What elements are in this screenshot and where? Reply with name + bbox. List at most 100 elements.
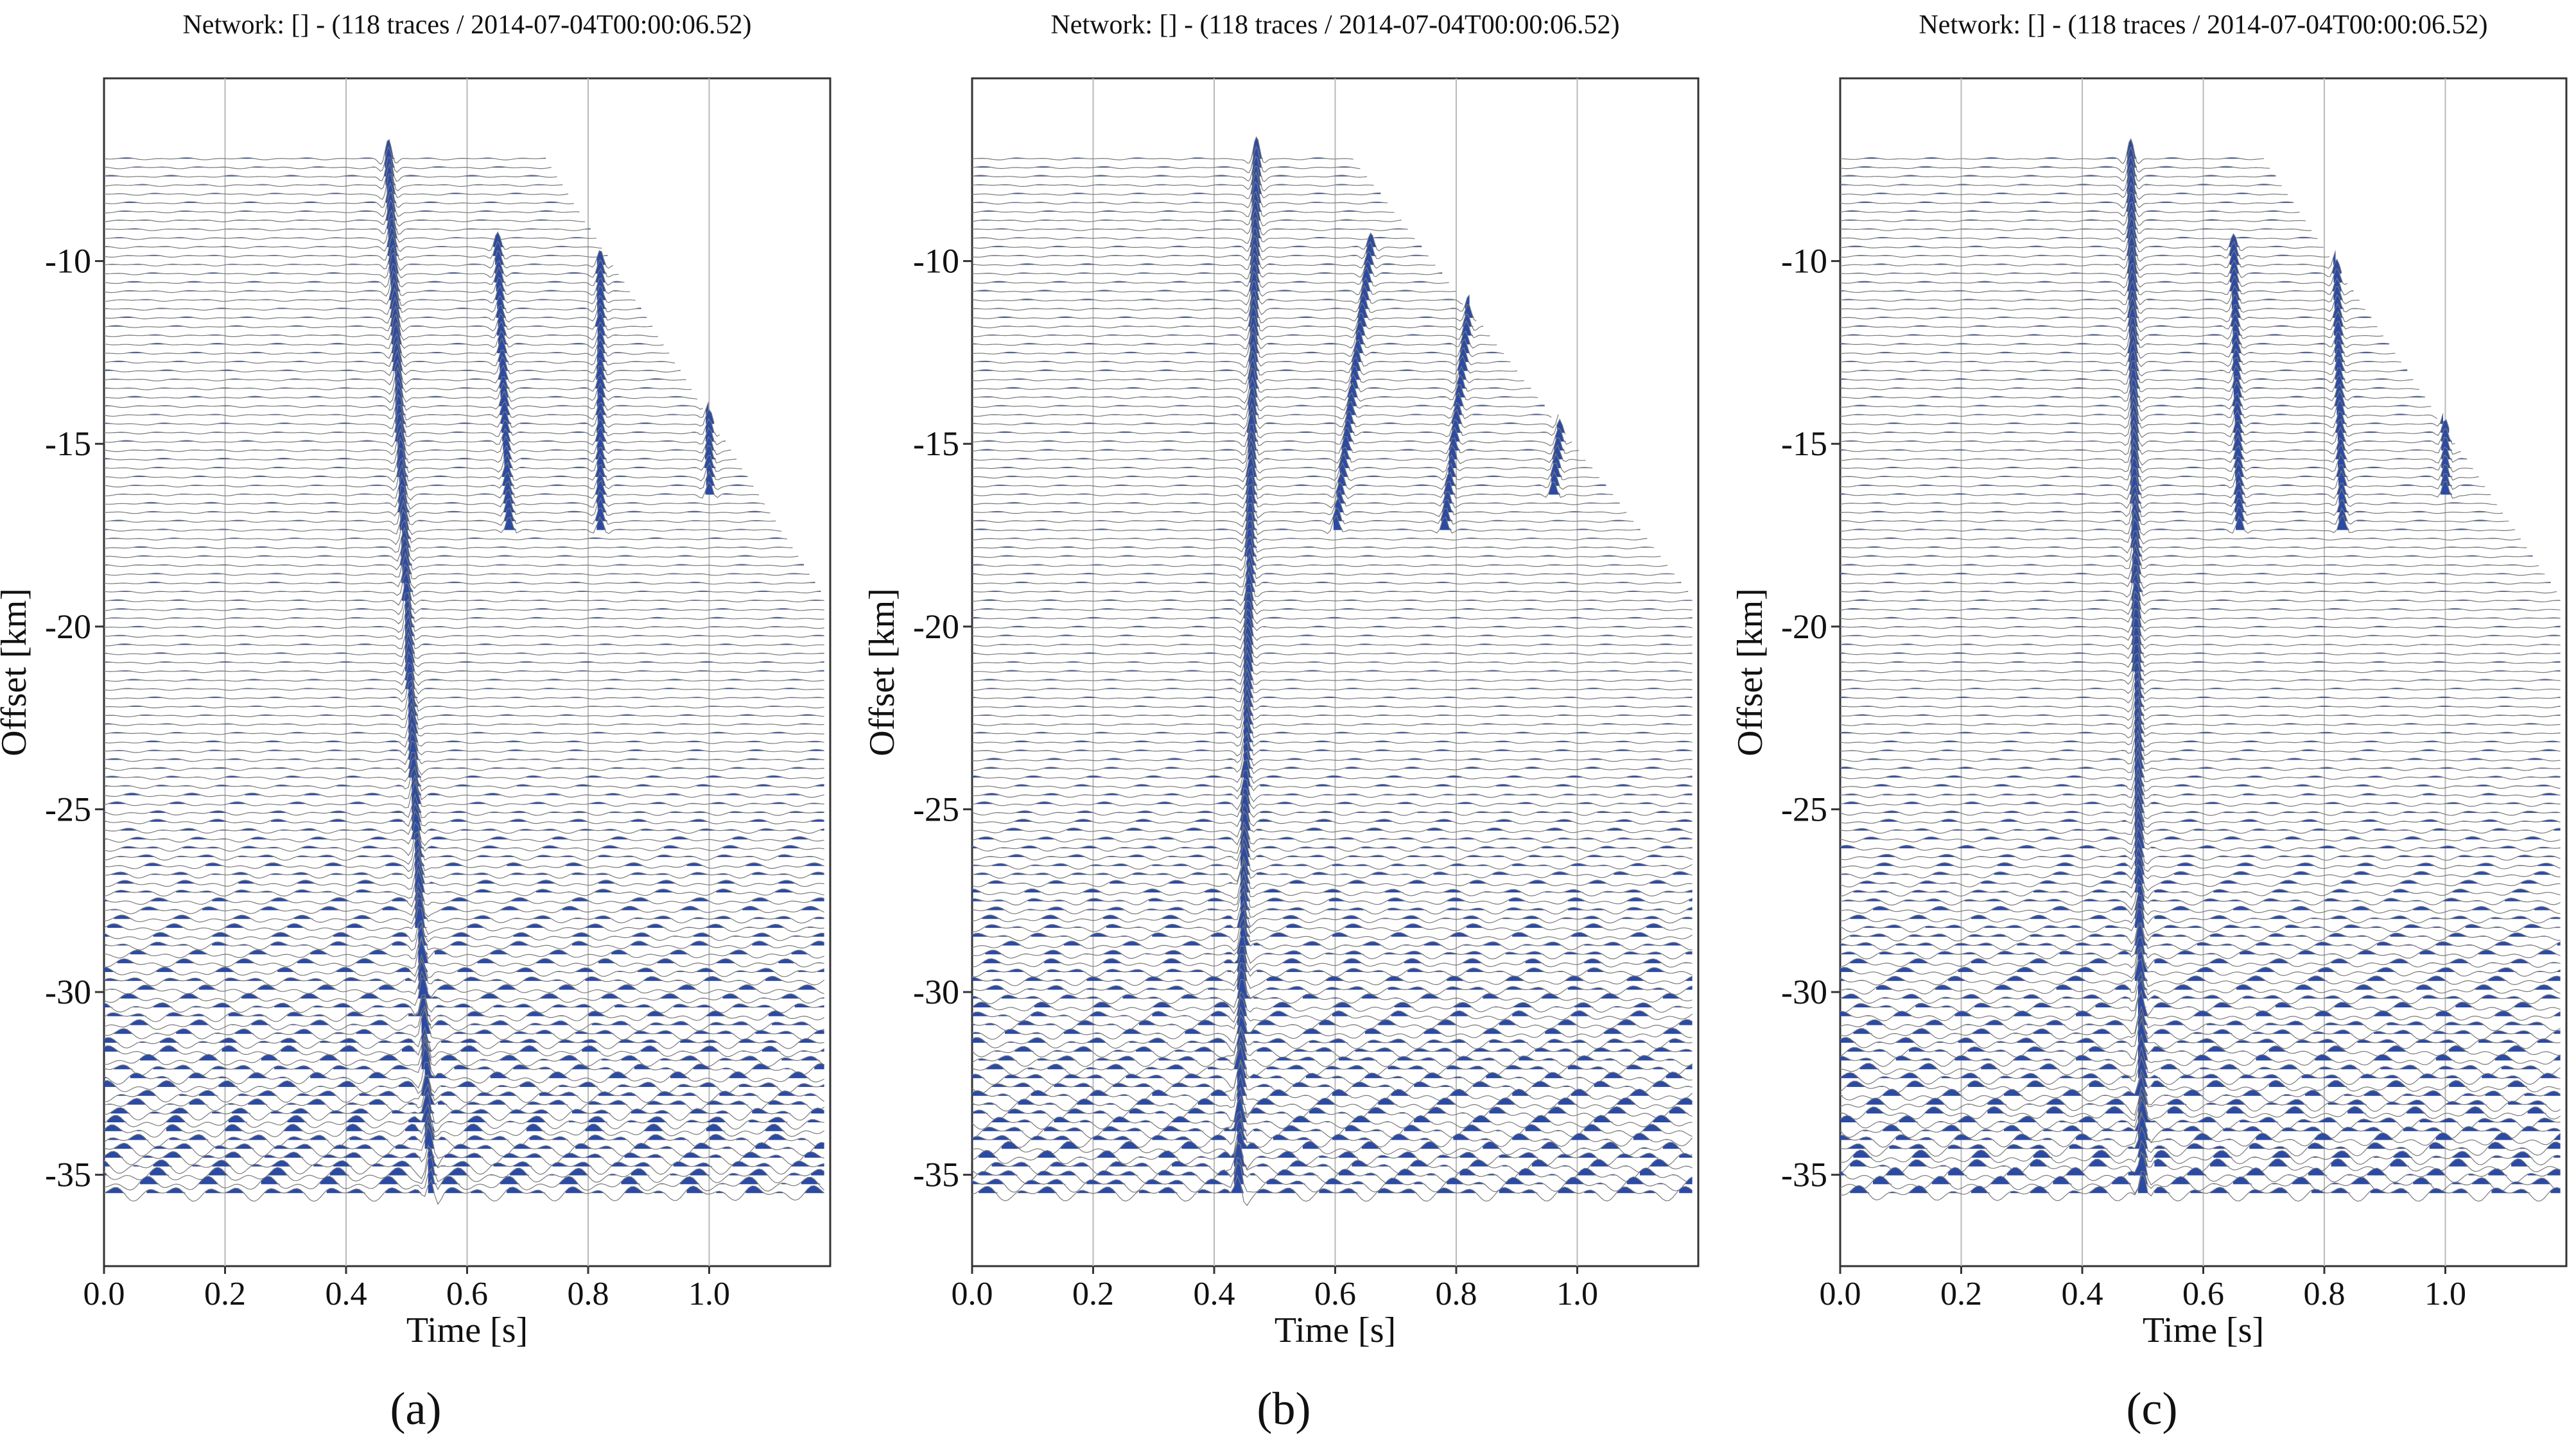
trace-line [1840,491,2503,518]
trace-fill [1840,1075,2561,1096]
trace-line [1840,817,2561,846]
trace-line [103,1005,824,1032]
trace-line [1840,627,2561,650]
trace-line [103,544,805,571]
trace-line [103,244,614,271]
trace-line [971,528,1654,553]
trace-fill [982,901,1693,919]
trace-line [103,1083,825,1112]
trace-line [103,182,574,208]
panel-label: (c) [2127,1383,2178,1434]
trace-line [103,191,580,218]
trace-fill [972,1161,1693,1185]
trace-line [104,217,596,245]
trace-fill [992,465,1606,486]
trace-line [1840,191,2300,218]
trace-line [971,519,1648,544]
trace-line [972,667,1693,693]
trace-fill [972,1060,1686,1079]
trace-line [971,945,1693,971]
trace-line [1840,368,2419,394]
trace-line [103,437,737,464]
trace-line [1840,360,2414,385]
trace-line [1840,703,2561,730]
trace-fill [104,920,824,937]
y-axis-label: Offset [km] [0,588,34,756]
trace-line [1840,826,2561,855]
trace-line [971,180,1388,209]
trace-line [103,702,824,729]
trace-line [1840,543,2539,570]
trace-fill [117,938,824,964]
trace-line [103,925,824,952]
trace-line [103,919,824,943]
y-tick-label: -15 [913,424,959,463]
trace-fill [104,1148,824,1167]
trace-line [971,584,1693,607]
trace-line [972,878,1693,908]
trace-line [971,261,1449,288]
trace-line [103,650,824,677]
trace-line [103,394,709,421]
trace-line [103,970,824,998]
trace-fill [1850,946,2561,964]
trace-line [1840,643,2561,668]
y-tick-label: -35 [1781,1156,1827,1194]
trace-line [972,600,1693,625]
trace-line [1840,499,2509,526]
trace-line [971,962,1693,989]
trace-fill [117,862,824,884]
trace-line [103,270,631,297]
trace-line [971,1060,1693,1094]
trace-line [1840,1139,2561,1166]
trace-line [103,286,641,315]
panel-label: (a) [390,1383,442,1434]
trace-line [1840,146,2270,173]
trace-line [1840,518,2521,545]
x-tick-label: 0.0 [1820,1276,1861,1312]
trace-line [1840,1092,2561,1122]
trace-line [1840,155,2276,182]
trace-fill [110,1006,812,1025]
trace-line [971,1025,1693,1054]
trace-line [971,632,1693,659]
trace-line [971,208,1408,236]
trace-line [1840,466,2485,492]
trace-line [104,385,703,411]
trace-line [971,1043,1693,1078]
trace-fill [1840,1113,2561,1140]
trace-fill [104,1062,812,1079]
trace-line [1840,855,2561,880]
trace-line [971,968,1693,999]
trace-line [972,171,1381,199]
trace-line [971,1095,1693,1130]
trace-line [971,199,1402,227]
y-tick-label: -15 [1781,424,1827,463]
trace-line [971,787,1693,811]
trace-line [971,695,1693,721]
trace-line [971,842,1693,873]
trace-line [103,710,824,739]
trace-line [1840,1112,2561,1148]
trace-line [1840,509,2515,536]
trace-line [971,740,1693,767]
trace-line [971,1141,1693,1170]
trace-fill [1847,1086,2548,1105]
trace-fill [114,898,824,919]
trace-line [103,996,824,1023]
trace-line [103,845,824,873]
trace-line [971,924,1693,952]
trace-fill [991,1096,1673,1122]
x-tick-label: 0.8 [1436,1276,1477,1312]
trace-line [103,679,824,704]
trace-line [103,570,821,597]
trace-line [1840,935,2561,960]
trace-line [1840,484,2497,509]
trace-fill [1859,864,2541,884]
trace-line [1840,1005,2561,1035]
trace-line [1840,863,2561,892]
y-tick-label: -15 [45,424,91,463]
trace-line [1840,946,2561,970]
trace-fill [104,936,812,955]
trace-line [1840,1032,2561,1067]
